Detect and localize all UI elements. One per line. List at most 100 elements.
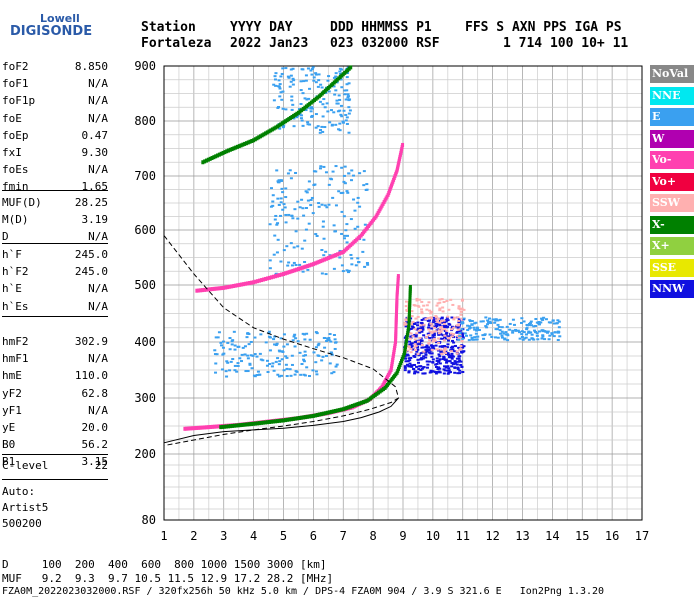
echo-point xyxy=(420,322,424,325)
trace-point xyxy=(368,396,372,401)
echo-point xyxy=(502,332,506,335)
trace-point xyxy=(290,114,294,119)
echo-point xyxy=(261,359,265,362)
trace-point xyxy=(283,418,287,423)
param-value: 56.2 xyxy=(81,438,109,452)
echo-point xyxy=(406,360,410,363)
echo-point xyxy=(438,309,442,312)
echo-point xyxy=(416,358,420,361)
echo-point xyxy=(350,169,354,172)
echo-point xyxy=(430,317,434,320)
echo-point xyxy=(362,184,366,187)
echo-point xyxy=(432,326,436,329)
echo-point xyxy=(332,267,336,270)
trace-point xyxy=(230,147,234,152)
echo-point xyxy=(424,349,428,352)
echo-point xyxy=(457,338,461,341)
echo-point xyxy=(294,230,298,233)
echo-point xyxy=(485,323,489,326)
echo-point xyxy=(299,117,303,120)
echo-point xyxy=(481,320,485,323)
echo-point xyxy=(542,316,546,319)
trace-point xyxy=(289,269,293,274)
echo-point xyxy=(298,351,302,354)
trace-point xyxy=(404,343,408,348)
echo-point xyxy=(335,99,339,102)
echo-point xyxy=(426,317,430,320)
echo-point xyxy=(546,331,550,334)
trace-point xyxy=(405,335,409,340)
echo-point xyxy=(284,187,288,190)
echo-point xyxy=(404,305,408,308)
echo-point xyxy=(306,67,310,70)
echo-point xyxy=(297,108,301,111)
param-row-fof2: foF2 8.850 xyxy=(2,60,108,74)
echo-point xyxy=(452,326,456,329)
trace-point xyxy=(232,283,236,288)
echo-point xyxy=(411,348,415,351)
trace-point xyxy=(272,126,276,131)
trace-point xyxy=(213,424,217,429)
echo-point xyxy=(408,332,412,335)
echo-point xyxy=(284,363,288,366)
trace-point xyxy=(217,424,221,429)
x-tick-label: 13 xyxy=(515,529,529,543)
echo-point xyxy=(441,337,445,340)
trace-point xyxy=(343,406,347,411)
echo-point xyxy=(456,316,460,319)
echo-point xyxy=(443,336,447,339)
trace-point xyxy=(287,270,291,275)
echo-point xyxy=(462,308,466,311)
echo-point xyxy=(449,298,453,301)
echo-point xyxy=(468,325,472,328)
echo-point xyxy=(529,320,533,323)
echo-point xyxy=(325,206,329,209)
trace-point xyxy=(297,416,301,421)
echo-point xyxy=(341,120,345,123)
echo-point xyxy=(426,332,430,335)
echo-point xyxy=(426,319,430,322)
echo-point xyxy=(347,82,351,85)
trace-point xyxy=(370,395,374,400)
echo-point xyxy=(228,348,232,351)
trace-point xyxy=(268,275,272,280)
echo-point xyxy=(324,91,328,94)
echo-point xyxy=(317,342,321,345)
echo-point xyxy=(338,109,342,112)
echo-point xyxy=(427,360,431,363)
echo-point xyxy=(419,365,423,368)
echo-point xyxy=(307,97,311,100)
trace-point xyxy=(396,280,400,285)
echo-point xyxy=(418,298,422,301)
echo-point xyxy=(460,308,464,311)
echo-point xyxy=(290,214,294,217)
echo-point xyxy=(276,106,280,109)
trace-point xyxy=(199,288,203,293)
echo-point xyxy=(407,370,411,373)
echo-point xyxy=(322,98,326,101)
echo-point xyxy=(553,331,557,334)
echo-point xyxy=(341,191,345,194)
echo-point xyxy=(272,338,276,341)
echo-point xyxy=(305,191,309,194)
echo-point xyxy=(411,327,415,330)
echo-point xyxy=(292,335,296,338)
trace-point xyxy=(284,119,288,124)
echo-point xyxy=(285,375,289,378)
echo-point xyxy=(322,165,326,168)
echo-point xyxy=(537,321,541,324)
trace-point xyxy=(248,422,252,427)
echo-point xyxy=(214,336,218,339)
echo-point xyxy=(437,341,441,344)
echo-point xyxy=(541,335,545,338)
echo-point xyxy=(281,67,285,70)
echo-point xyxy=(356,257,360,260)
echo-point xyxy=(339,104,343,107)
echo-point xyxy=(409,356,413,359)
echo-point xyxy=(534,330,538,333)
echo-point xyxy=(445,316,449,319)
echo-point xyxy=(353,209,357,212)
echo-point xyxy=(417,368,421,371)
echo-point xyxy=(475,335,479,338)
param-row-foes: foEs N/A xyxy=(2,163,108,177)
